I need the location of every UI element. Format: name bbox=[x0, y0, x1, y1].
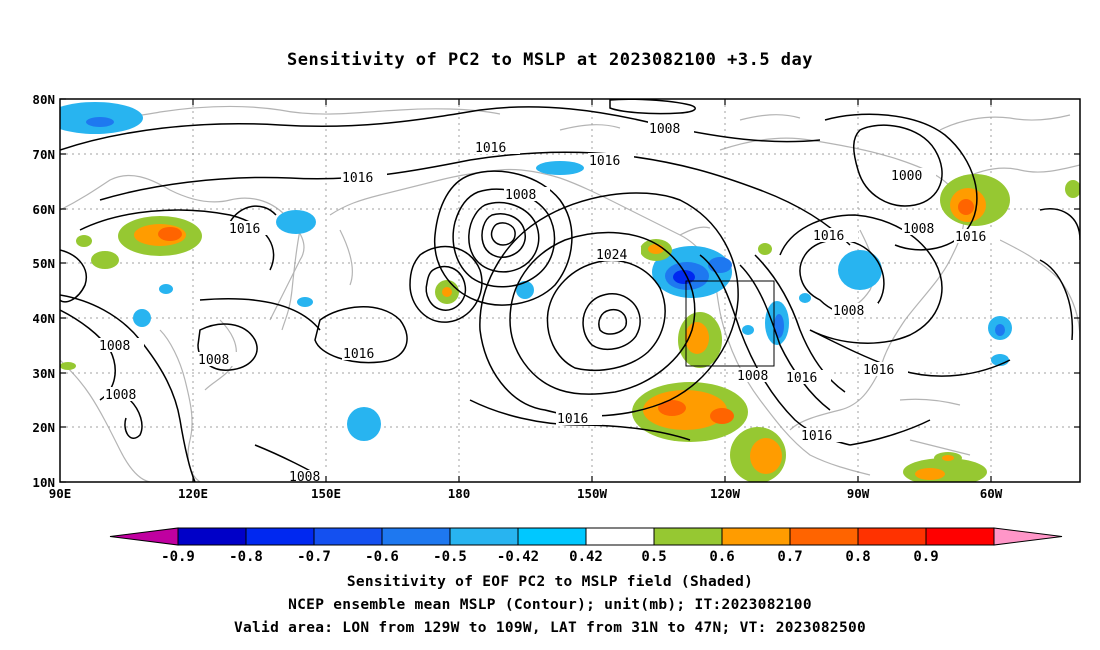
colorbar-bin bbox=[381, 527, 451, 546]
colorbar-bin bbox=[449, 527, 519, 546]
footer-description: Sensitivity of EOF PC2 to MSLP field (Sh… bbox=[346, 574, 754, 590]
colorbar-extend-low bbox=[109, 527, 179, 546]
colorbar-bin bbox=[925, 527, 995, 546]
colorbar-bin bbox=[721, 527, 791, 546]
contour-label: 1008 bbox=[198, 353, 229, 368]
contour-label: 1008 bbox=[903, 222, 934, 237]
lat-tick-label: 70N bbox=[32, 147, 55, 162]
lat-tick-label: 10N bbox=[32, 475, 55, 490]
contour-labels: 1008 1016 1016 1016 1008 1016 1008 1000 … bbox=[98, 121, 1000, 485]
contour-label: 1024 bbox=[596, 248, 627, 263]
lat-tick-label: 30N bbox=[32, 366, 55, 381]
colorbar-label: 0.8 bbox=[845, 549, 870, 565]
contour-label: 1016 bbox=[343, 347, 374, 362]
footer-contour-info: NCEP ensemble mean MSLP (Contour); unit(… bbox=[288, 597, 812, 613]
colorbar-bin bbox=[517, 527, 587, 546]
contour-label: 1008 bbox=[505, 188, 536, 203]
lon-tick-label: 60W bbox=[980, 486, 1003, 501]
lon-tick-label: 150E bbox=[311, 486, 341, 501]
contour-label: 1016 bbox=[557, 412, 588, 427]
colorbar: -0.9 -0.8 -0.7 -0.6 -0.5 -0.42 0.42 0.5 0.6 0.7 0.… bbox=[109, 527, 1063, 565]
colorbar-label: -0.9 bbox=[161, 549, 195, 565]
contour-label: 1008 bbox=[105, 388, 136, 403]
lon-tick-label: 180 bbox=[448, 486, 471, 501]
lat-tick-label: 60N bbox=[32, 202, 55, 217]
contour-label: 1016 bbox=[863, 363, 894, 378]
lon-tick-label: 120W bbox=[710, 486, 741, 501]
colorbar-bin bbox=[585, 527, 655, 546]
lon-tick-label: 90W bbox=[847, 486, 870, 501]
lat-tick-label: 80N bbox=[32, 92, 55, 107]
contour-label: 1008 bbox=[833, 304, 864, 319]
contour-label: 1016 bbox=[813, 229, 844, 244]
map-frame bbox=[59, 98, 1081, 483]
longitude-labels: 90E 120E 150E 180 150W 120W 90W 60W bbox=[49, 486, 1003, 501]
colorbar-extend-high bbox=[993, 527, 1063, 546]
contour-label: 1016 bbox=[475, 141, 506, 156]
colorbar-label: 0.5 bbox=[641, 549, 666, 565]
contour-label: 1008 bbox=[289, 470, 320, 485]
plot-title: Sensitivity of PC2 to MSLP at 2023082100… bbox=[286, 50, 813, 70]
axis-ticks bbox=[60, 98, 1080, 483]
colorbar-bin bbox=[857, 527, 927, 546]
contour-label: 1016 bbox=[801, 429, 832, 444]
lon-tick-label: 150W bbox=[577, 486, 608, 501]
colorbar-bin bbox=[653, 527, 723, 546]
contour-label: 1008 bbox=[99, 339, 130, 354]
contour-label: 1016 bbox=[955, 230, 986, 245]
contour-label: 1008 bbox=[649, 122, 680, 137]
colorbar-bin bbox=[789, 527, 859, 546]
colorbar-bin bbox=[313, 527, 383, 546]
footer-valid-area: Valid area: LON from 129W to 109W, LAT f… bbox=[233, 620, 867, 636]
contour-label: 1016 bbox=[786, 371, 817, 386]
lon-tick-label: 90E bbox=[49, 486, 72, 501]
colorbar-label: -0.8 bbox=[229, 549, 263, 565]
lat-tick-label: 40N bbox=[32, 311, 55, 326]
lat-tick-label: 20N bbox=[32, 420, 55, 435]
colorbar-label: 0.6 bbox=[709, 549, 734, 565]
colorbar-label: -0.6 bbox=[365, 549, 399, 565]
colorbar-label: -0.7 bbox=[297, 549, 331, 565]
contour-label: 1000 bbox=[891, 169, 922, 184]
latitude-labels: 80N 70N 60N 50N 40N 30N 20N 10N bbox=[32, 92, 55, 490]
colorbar-bin bbox=[245, 527, 315, 546]
contour-label: 1008 bbox=[737, 369, 768, 384]
contour-label: 1016 bbox=[229, 222, 260, 237]
contour-label: 1016 bbox=[342, 171, 373, 186]
colorbar-label: -0.42 bbox=[497, 549, 539, 565]
colorbar-label: 0.7 bbox=[777, 549, 802, 565]
colorbar-bin bbox=[177, 527, 247, 546]
valid-area-box bbox=[685, 280, 775, 367]
lon-tick-label: 120E bbox=[178, 486, 208, 501]
colorbar-label: 0.9 bbox=[913, 549, 938, 565]
contour-label: 1016 bbox=[589, 154, 620, 169]
lat-tick-label: 50N bbox=[32, 256, 55, 271]
colorbar-label: 0.42 bbox=[569, 549, 603, 565]
colorbar-label: -0.5 bbox=[433, 549, 467, 565]
